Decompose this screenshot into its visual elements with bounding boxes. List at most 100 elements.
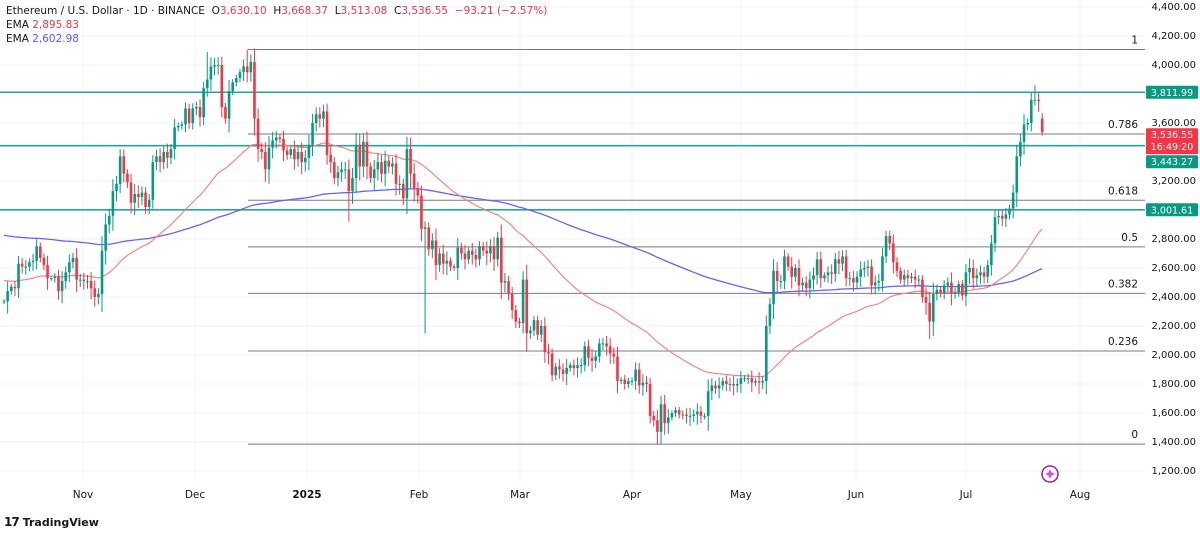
candle-up — [431, 240, 434, 250]
candle-up — [710, 385, 714, 392]
candle-up — [503, 281, 507, 283]
candle-down — [318, 114, 322, 119]
candle-up — [859, 269, 862, 277]
fib-level-label: 0.786 — [1108, 119, 1138, 131]
candle-down — [300, 152, 303, 163]
candle-up — [1029, 99, 1033, 123]
fibonacci-retracement[interactable]: 1 0.786 0.618 0.5 0.382 0.236 0 — [248, 34, 1145, 445]
candle-down — [93, 288, 97, 297]
candle-down — [264, 152, 267, 170]
candle-up — [438, 253, 441, 266]
candle-up — [1026, 123, 1029, 125]
ema-slow-line — [3, 188, 1043, 294]
ema-slow-legend[interactable]: EMA 2,602.98 — [6, 33, 79, 45]
candle-up — [242, 66, 245, 73]
tradingview-logo[interactable]: 17 TradingView — [4, 515, 99, 529]
candle-up — [307, 144, 311, 158]
candle-up — [100, 250, 104, 295]
candle-up — [931, 294, 935, 322]
candle-up — [884, 236, 888, 257]
candle-down — [412, 173, 416, 189]
candle-up — [721, 381, 725, 386]
ema-fast-legend[interactable]: EMA 2,895.83 — [6, 19, 79, 31]
candle-down — [402, 183, 405, 199]
price-tick-label: 1,200.00 — [1151, 466, 1196, 477]
candle-up — [910, 276, 913, 279]
candle-down — [158, 156, 162, 163]
candle-down — [612, 353, 616, 357]
candle-down — [775, 270, 779, 282]
level-price-tag-bg — [1146, 203, 1198, 217]
grid — [0, 0, 1145, 482]
time-axis[interactable]: Nov Dec 2025 Feb Mar Apr May Jun Jul Aug — [73, 489, 1091, 501]
candle-up — [17, 263, 20, 289]
candle-down — [452, 266, 456, 268]
candle-up — [935, 289, 939, 295]
candle-up — [238, 72, 242, 79]
candle-up — [322, 111, 325, 119]
candle-down — [558, 366, 561, 370]
candles — [2, 48, 1044, 445]
price-tick-label: 1,400.00 — [1151, 437, 1196, 448]
candle-down — [637, 369, 641, 386]
time-tick-label: Nov — [73, 489, 94, 501]
price-tick-label: 2,600.00 — [1151, 263, 1196, 274]
candle-down — [285, 150, 289, 155]
ohlc-row: Ethereum / U.S. Dollar · 1D · BINANCE O3… — [6, 5, 548, 17]
candle-up — [717, 385, 721, 389]
candle-down — [39, 246, 42, 258]
candle-up — [873, 282, 877, 286]
candle-up — [195, 107, 198, 109]
last-price-tag-bg — [1146, 128, 1198, 155]
candle-up — [1004, 214, 1008, 219]
candle-up — [1008, 208, 1011, 215]
candle-down — [797, 268, 801, 286]
candle-up — [957, 283, 960, 293]
candle-up — [634, 369, 637, 382]
candle-up — [706, 391, 710, 416]
candle-down — [550, 353, 554, 376]
candle-up — [383, 160, 387, 174]
candle-down — [166, 152, 169, 158]
candle-up — [688, 415, 692, 417]
candle-up — [118, 156, 122, 184]
candle-down — [245, 66, 249, 73]
candle-down — [129, 182, 133, 203]
candle-up — [104, 224, 107, 251]
candle-down — [1040, 118, 1044, 133]
candle-down — [470, 250, 474, 255]
candle-up — [205, 79, 209, 89]
candle-down — [347, 169, 351, 192]
time-tick-label: Mar — [510, 489, 530, 501]
symbol-title[interactable]: Ethereum / U.S. Dollar · 1D · BINANCE — [6, 5, 205, 17]
price-tick-label: 3,600.00 — [1151, 118, 1196, 129]
candle-down — [427, 227, 431, 250]
candle-down — [906, 275, 910, 279]
candle-down — [1000, 215, 1004, 219]
candle-up — [78, 279, 82, 281]
candle-up — [565, 368, 568, 374]
candle-down — [645, 382, 648, 384]
last-price-tag: 3,536.55 — [1151, 130, 1193, 141]
candle-up — [1011, 192, 1015, 209]
countdown-label: 16:49:20 — [1151, 142, 1194, 153]
candle-down — [928, 302, 931, 322]
candle-down — [253, 62, 256, 119]
open-value: 3,630.10 — [219, 5, 267, 17]
candle-down — [888, 236, 892, 244]
candle-down — [510, 294, 514, 311]
level-price-tag: 3,001.61 — [1151, 205, 1193, 216]
candle-down — [525, 279, 529, 334]
candle-down — [663, 404, 666, 424]
candle-up — [594, 356, 597, 361]
fib-level-label: 0.618 — [1108, 185, 1138, 197]
candle-up — [826, 272, 830, 276]
candle-up — [456, 247, 460, 268]
candle-down — [220, 65, 224, 108]
candle-up — [953, 292, 957, 294]
ema-lines — [3, 142, 1043, 378]
time-tick-label: Jun — [847, 489, 864, 501]
sparkle-icon[interactable] — [1041, 465, 1059, 483]
price-axis[interactable]: 4,400.00 4,200.00 4,000.00 3,600.00 3,200.00… — [1151, 2, 1196, 477]
